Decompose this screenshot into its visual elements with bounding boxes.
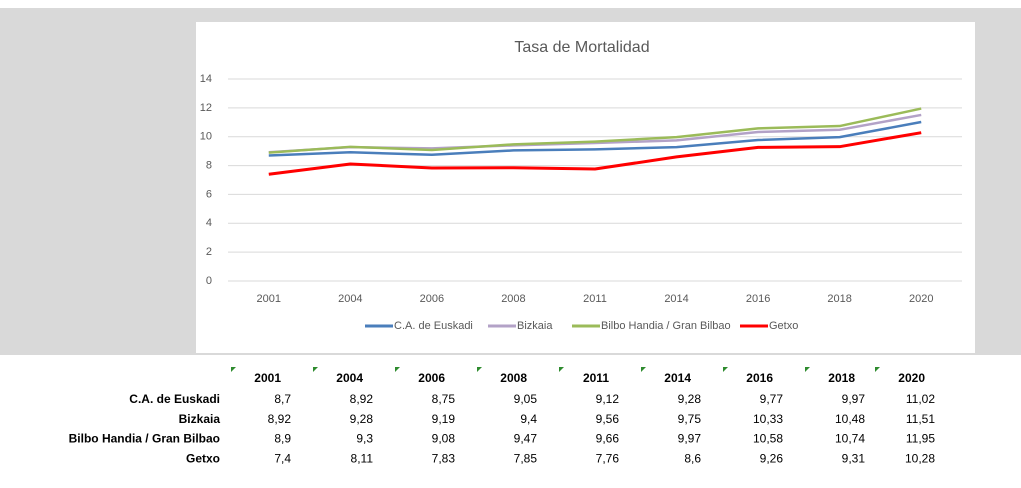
- y-tick-label: 8: [206, 159, 212, 171]
- row-label: C.A. de Euskadi: [129, 392, 220, 406]
- table-cell: 9,47: [514, 432, 538, 446]
- table-cell: 9,97: [842, 392, 866, 406]
- x-tick-label: 2014: [664, 293, 688, 305]
- table-header: 2020: [898, 371, 925, 385]
- table-cell: 10,28: [905, 451, 935, 465]
- table-cell: 8,6: [684, 451, 701, 465]
- marker-triangle: [875, 367, 880, 372]
- marker-triangle: [395, 367, 400, 372]
- table-header: 2008: [500, 371, 527, 385]
- table-cell: 8,75: [432, 392, 456, 406]
- table-cell: 8,92: [268, 412, 292, 426]
- table-cell: 9,66: [596, 432, 620, 446]
- x-tick-label: 2001: [257, 293, 281, 305]
- x-tick-label: 2020: [909, 293, 933, 305]
- y-tick-label: 2: [206, 246, 212, 258]
- table-cell: 9,08: [432, 432, 456, 446]
- chart-area: [196, 22, 975, 353]
- row-label: Bilbo Handia / Gran Bilbao: [69, 432, 220, 446]
- table-cell: 9,12: [596, 392, 620, 406]
- table-cell: 9,31: [842, 451, 866, 465]
- marker-triangle: [559, 367, 564, 372]
- x-tick-label: 2004: [338, 293, 362, 305]
- x-tick-label: 2008: [501, 293, 525, 305]
- marker-triangle: [723, 367, 728, 372]
- table-cell: 9,28: [678, 392, 702, 406]
- table-cell: 9,3: [356, 432, 373, 446]
- table-cell: 9,26: [760, 451, 784, 465]
- table-header: 2016: [746, 371, 773, 385]
- table-cell: 10,58: [753, 432, 783, 446]
- marker-triangle: [477, 367, 482, 372]
- marker-triangle: [231, 367, 236, 372]
- table-header: 2001: [254, 371, 281, 385]
- table-cell: 9,75: [678, 412, 702, 426]
- table-cell: 8,9: [274, 432, 291, 446]
- row-label: Getxo: [186, 451, 220, 465]
- y-tick-label: 4: [206, 217, 212, 229]
- marker-triangle: [313, 367, 318, 372]
- table-header: 2018: [828, 371, 855, 385]
- legend-label: C.A. de Euskadi: [394, 320, 473, 332]
- table-cell: 8,92: [350, 392, 374, 406]
- table-header: 2014: [664, 371, 691, 385]
- y-tick-label: 0: [206, 275, 212, 287]
- x-tick-label: 2011: [583, 293, 607, 305]
- legend-label: Getxo: [769, 320, 798, 332]
- table-cell: 7,85: [514, 451, 538, 465]
- table-cell: 9,4: [520, 412, 537, 426]
- table-cell: 10,48: [835, 412, 865, 426]
- table-cell: 11,51: [906, 412, 935, 426]
- y-tick-label: 10: [200, 131, 212, 143]
- legend-label: Bilbo Handia / Gran Bilbao: [601, 320, 731, 332]
- legend-label: Bizkaia: [517, 320, 553, 332]
- table-cell: 10,74: [835, 432, 865, 446]
- table-cell: 8,7: [274, 392, 291, 406]
- table-cell: 9,56: [596, 412, 620, 426]
- y-tick-label: 12: [200, 102, 212, 114]
- table-cell: 10,33: [753, 412, 783, 426]
- series-line: [268, 107, 922, 154]
- table-cell: 11,95: [906, 432, 935, 446]
- x-tick-label: 2016: [746, 293, 770, 305]
- table-cell: 7,4: [274, 451, 291, 465]
- table-cell: 9,05: [514, 392, 538, 406]
- table-cell: 9,28: [350, 412, 374, 426]
- chart-title: Tasa de Mortalidad: [514, 39, 649, 56]
- table-header: 2004: [336, 371, 363, 385]
- table-cell: 7,83: [432, 451, 456, 465]
- table-header: 2011: [583, 371, 609, 385]
- table-cell: 11,02: [906, 392, 935, 406]
- y-tick-label: 14: [200, 73, 212, 85]
- x-tick-label: 2018: [827, 293, 851, 305]
- table-cell: 9,97: [678, 432, 702, 446]
- marker-triangle: [641, 367, 646, 372]
- marker-triangle: [805, 367, 810, 372]
- table-header: 2006: [418, 371, 445, 385]
- table-cell: 9,19: [432, 412, 456, 426]
- table-cell: 8,11: [351, 451, 374, 465]
- table-cell: 9,77: [760, 392, 784, 406]
- row-label: Bizkaia: [179, 412, 221, 426]
- table-cell: 7,76: [596, 451, 620, 465]
- series-line: [268, 131, 922, 176]
- series-line: [268, 120, 922, 157]
- x-tick-label: 2006: [420, 293, 444, 305]
- y-tick-label: 6: [206, 188, 212, 200]
